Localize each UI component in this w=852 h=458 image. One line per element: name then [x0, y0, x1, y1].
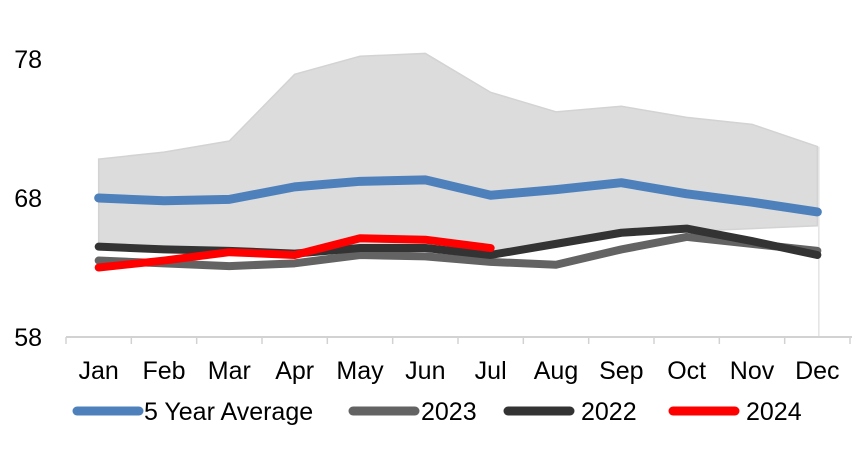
x-axis-label-nov: Nov — [730, 357, 775, 385]
series-line-2023 — [94, 232, 822, 271]
x-axis-label-jun: Jun — [405, 357, 445, 385]
x-axis-label-jan: Jan — [79, 357, 119, 385]
x-axis-label-apr: Apr — [275, 357, 314, 385]
legend-label-2023: 2023 — [421, 398, 477, 426]
legend-label-5-year-average: 5 Year Average — [144, 398, 313, 426]
x-axis-label-aug: Aug — [534, 357, 578, 385]
series-line-2024 — [94, 234, 495, 272]
x-axis-label-dec: Dec — [795, 357, 839, 385]
x-axis-label-sep: Sep — [599, 357, 643, 385]
y-axis-label: 58 — [14, 324, 42, 352]
band-range-area — [97, 52, 819, 256]
series-line-5-year-average — [94, 175, 822, 217]
legend-label-2024: 2024 — [746, 398, 802, 426]
x-axis-label-jul: Jul — [475, 357, 507, 385]
y-axis-label: 78 — [14, 46, 42, 74]
x-axis-label-may: May — [336, 357, 384, 385]
x-axis-label-feb: Feb — [142, 357, 185, 385]
legend-label-2022: 2022 — [581, 398, 637, 426]
y-axis-label: 68 — [14, 185, 42, 213]
x-axis-label-mar: Mar — [208, 357, 251, 385]
x-axis-label-oct: Oct — [667, 357, 706, 385]
